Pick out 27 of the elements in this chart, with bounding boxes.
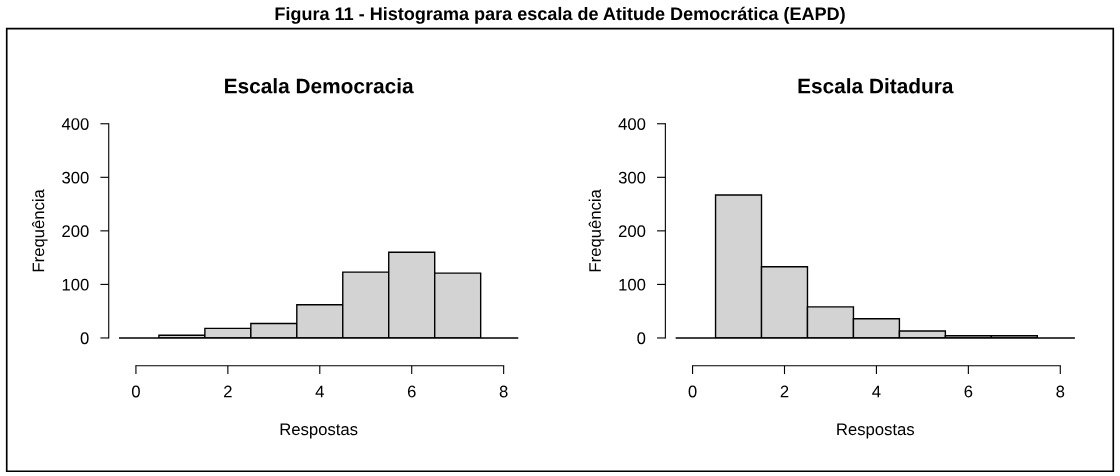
x-tick-label: 2 — [780, 385, 789, 398]
y-tick-label: 200 — [62, 225, 89, 238]
x-tick-label: 6 — [964, 385, 973, 398]
y-tick-label: 300 — [62, 171, 89, 184]
chart-title: Escala Ditadura — [798, 78, 954, 94]
y-tick-label: 400 — [618, 118, 646, 130]
x-tick-label: 8 — [1056, 385, 1065, 398]
y-tick-label: 200 — [618, 225, 646, 238]
y-axis-title: Frequência — [32, 189, 48, 272]
y-tick-label: 0 — [637, 332, 646, 345]
x-tick-label: 0 — [688, 385, 697, 398]
x-tick-label: 0 — [131, 385, 140, 398]
y-tick-label: 100 — [62, 278, 89, 291]
y-tick-label: 400 — [61, 118, 89, 130]
text: Figura 11 - Histograma para escala de Atitude Democrática (EAPD) — [275, 6, 845, 24]
x-axis-title: Respostas — [837, 423, 915, 439]
y-tick-label: 0 — [80, 332, 89, 345]
x-tick-label: 4 — [315, 385, 324, 398]
x-tick-label: 4 — [872, 385, 881, 398]
x-axis-title: Respostas — [280, 423, 358, 439]
y-tick-label: 300 — [618, 171, 646, 184]
x-tick-label: 2 — [224, 385, 232, 398]
chart-title: Escala Democracia — [225, 78, 414, 94]
y-tick-label: 100 — [619, 278, 646, 291]
x-tick-label: 8 — [499, 385, 508, 398]
x-tick-label: 6 — [407, 385, 416, 398]
y-axis-title: Frequência — [588, 189, 605, 272]
